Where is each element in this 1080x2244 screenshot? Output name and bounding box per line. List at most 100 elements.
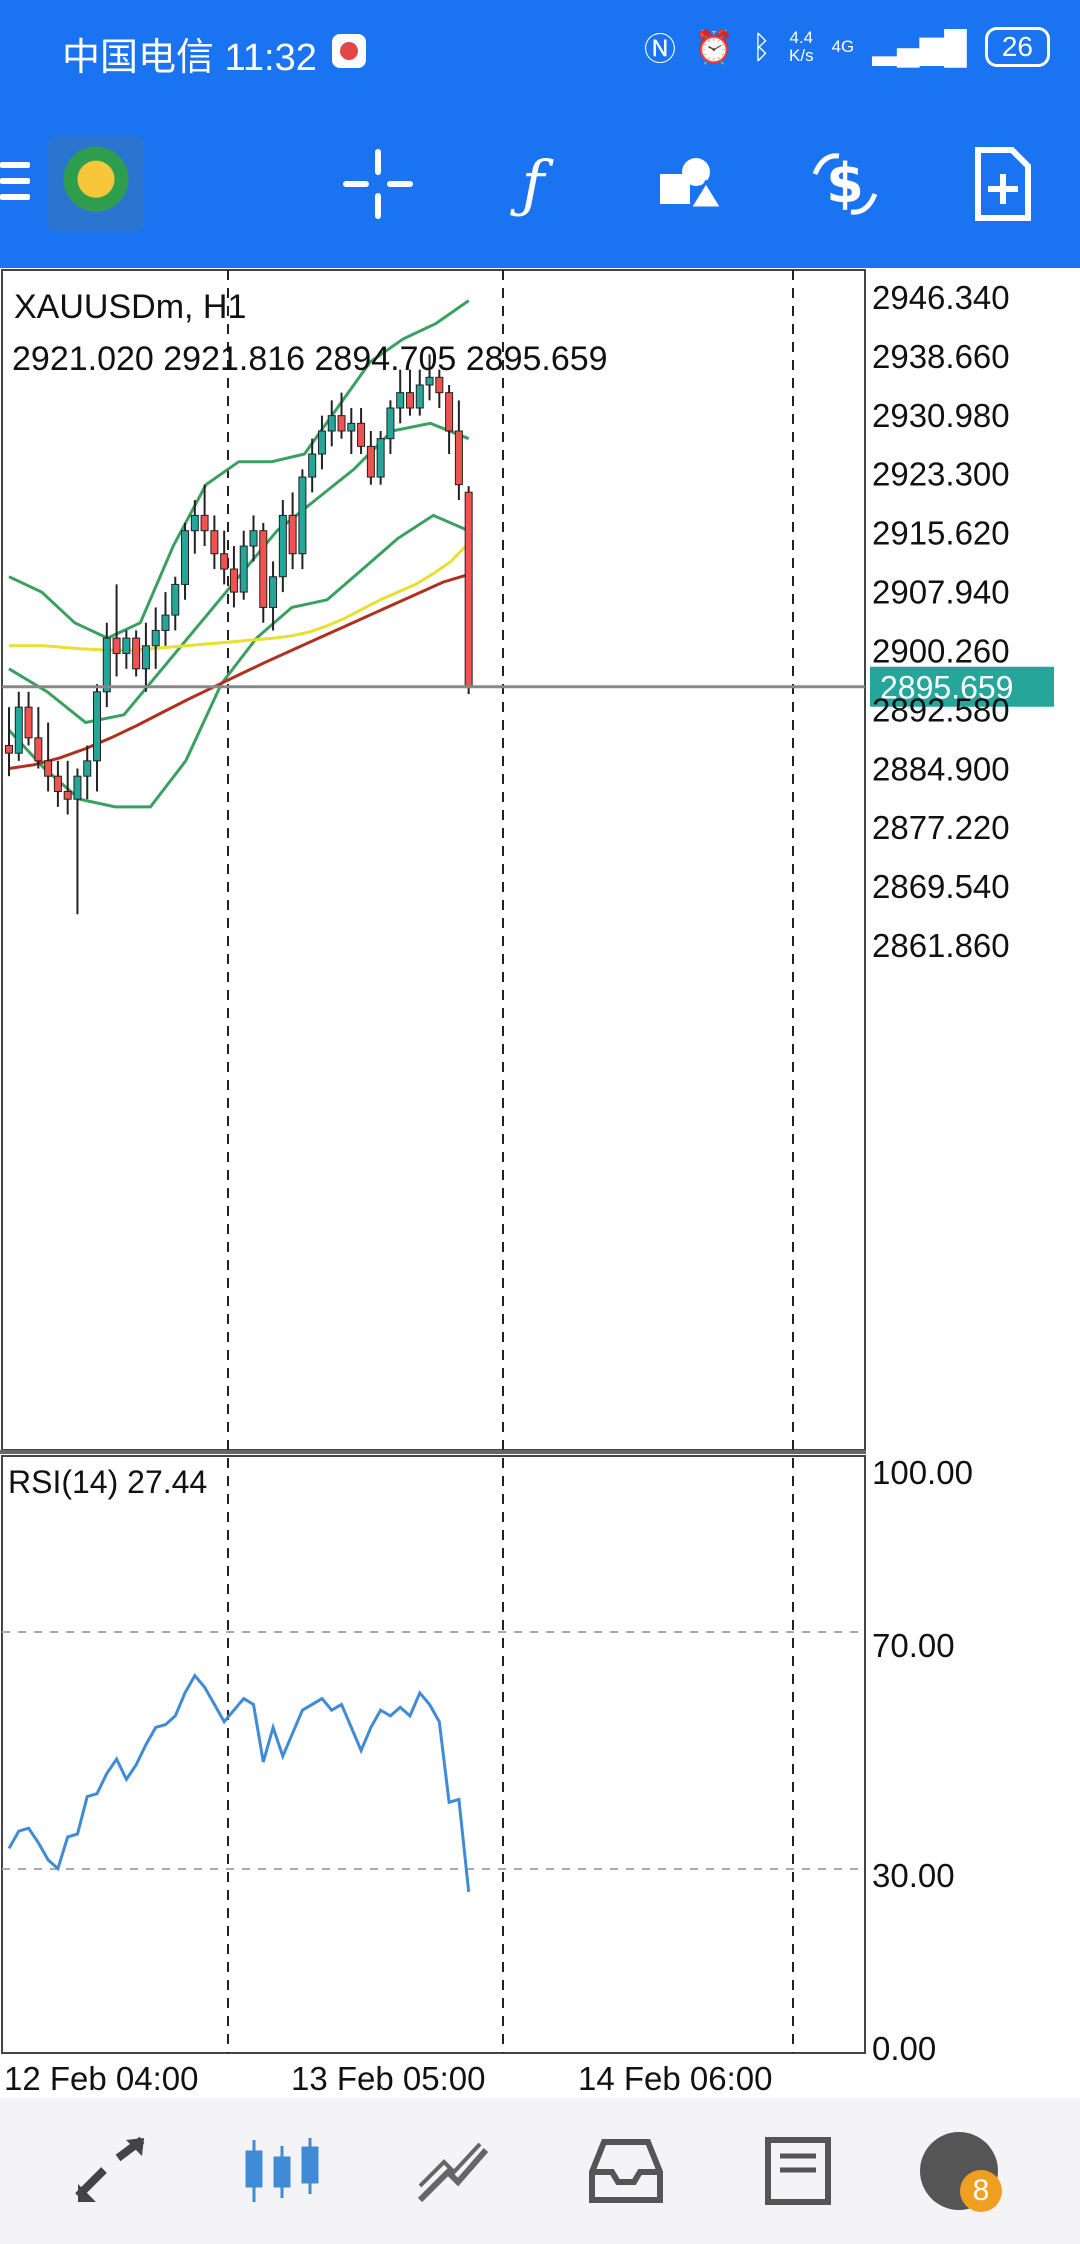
network-speed: 4.4 K/s (789, 29, 814, 65)
speed-value: 4.4 (789, 28, 814, 47)
function-icon[interactable]: ƒ (521, 147, 545, 220)
candle (210, 515, 219, 570)
candle (308, 438, 317, 493)
bollinger-upper-line (8, 299, 470, 640)
candle (229, 546, 238, 608)
rsi-line-group (7, 1672, 471, 1893)
history-tab-icon[interactable] (586, 2136, 666, 2206)
candle (200, 484, 209, 547)
menu-icon[interactable] (0, 162, 30, 210)
bollinger-lower-line (7, 513, 470, 809)
candle (269, 561, 278, 631)
rsi-axis-label: 30.00 (872, 1857, 955, 1894)
candle (425, 354, 434, 401)
candle (93, 684, 102, 792)
candle (435, 369, 444, 408)
candle (161, 592, 170, 646)
quotes-tab-icon[interactable] (70, 2136, 150, 2206)
candle (14, 691, 23, 761)
rsi-panel-frame (1, 1455, 866, 2054)
status-bar: 中国电信 11:32 Ⓝ ⏰ ᛒ 4.4 K/s 4G ▂▄▆█ 26 (0, 0, 1080, 100)
time-axis-label: 14 Feb 06:00 (578, 2060, 773, 2097)
price-axis-label: 2884.900 (872, 750, 1010, 787)
candle (337, 392, 346, 439)
objects-icon[interactable] (648, 144, 728, 224)
candle (83, 745, 92, 800)
ohlc-label: 2921.020 2921.816 2894.705 2895.659 (12, 340, 608, 378)
app-notification-icon (332, 34, 366, 68)
candle (249, 515, 258, 562)
app-toolbar: ƒ $ (0, 100, 1080, 268)
price-chart-svg[interactable]: 2895.659 XAUUSDm, H1 2921.020 2921.816 2… (0, 268, 1080, 2098)
candle (190, 500, 199, 554)
carrier-time: 中国电信 11:32 (62, 37, 317, 79)
rsi-axis: 100.00 70.00 30.00 0.00 (872, 1454, 973, 2067)
candle (220, 530, 229, 585)
candle (181, 523, 190, 600)
candle (53, 760, 62, 807)
price-axis-label: 2877.220 (872, 809, 1010, 846)
candle (396, 369, 405, 424)
trade-tab-icon[interactable] (414, 2136, 494, 2206)
rsi-axis-label: 100.00 (872, 1454, 973, 1491)
candle (239, 530, 248, 600)
candle (132, 630, 141, 677)
price-axis-label: 2892.580 (872, 691, 1010, 728)
moving-average-slow (8, 572, 470, 770)
price-axis-label: 2946.340 (872, 279, 1010, 316)
candle (454, 400, 463, 501)
candlesticks (5, 354, 473, 915)
bollinger-mid-line (8, 421, 470, 725)
time-axis: 12 Feb 04:00 13 Feb 05:00 14 Feb 06:00 (4, 2060, 773, 2097)
candle (278, 500, 287, 593)
signal-icon: ▂▄▆█ (872, 29, 967, 65)
rsi-level-lines (2, 1631, 865, 1870)
price-axis-label: 2861.860 (872, 927, 1010, 964)
chart-symbol-label: XAUUSDm, H1 (14, 288, 246, 326)
candle (141, 622, 150, 692)
candle (5, 707, 13, 777)
candle (34, 707, 43, 769)
price-axis: 2946.340 2938.660 2930.980 2923.300 2915.620… (872, 279, 1010, 964)
candle (73, 768, 82, 915)
new-document-icon[interactable] (962, 144, 1042, 224)
chart-area[interactable]: 2895.659 XAUUSDm, H1 2921.020 2921.816 2… (0, 268, 1080, 2098)
current-price-label: 2895.659 (880, 670, 1013, 706)
battery-indicator: 26 (984, 27, 1050, 67)
price-axis-label: 2915.620 (872, 515, 1010, 552)
time-axis-label: 12 Feb 04:00 (4, 2060, 199, 2097)
price-axis-label: 2923.300 (872, 456, 1010, 493)
current-price-tag (870, 666, 1054, 707)
time-axis-label: 13 Feb 05:00 (291, 2060, 486, 2097)
speed-unit: K/s (789, 46, 814, 65)
status-icons: Ⓝ ⏰ ᛒ 4.4 K/s 4G ▂▄▆█ 26 (644, 24, 1050, 70)
candle (259, 523, 268, 623)
candle (405, 369, 414, 416)
candle (376, 431, 385, 485)
chart-tab-icon[interactable] (242, 2136, 322, 2206)
news-tab-icon[interactable] (758, 2136, 838, 2206)
candle (357, 407, 366, 455)
price-axis-label: 2938.660 (872, 338, 1010, 375)
price-axis-label: 2930.980 (872, 397, 1010, 434)
candle (445, 384, 454, 455)
period-separators (227, 270, 794, 2053)
candle (288, 492, 297, 570)
network-type: 4G (831, 37, 855, 56)
watermark-badge: 8 (960, 2170, 1002, 2212)
rsi-axis-label: 0.00 (872, 2030, 936, 2067)
alarm-icon: ⏰ (693, 29, 734, 65)
candle (327, 400, 336, 447)
moving-averages (8, 541, 470, 770)
crosshair-icon[interactable] (338, 144, 418, 224)
rsi-label: RSI(14) 27.44 (8, 1464, 207, 1500)
candle (347, 407, 356, 455)
app-logo[interactable] (48, 136, 144, 232)
bluetooth-icon: ᛒ (751, 28, 772, 65)
candle (102, 622, 111, 708)
trade-icon[interactable]: $ (805, 144, 885, 224)
rsi-line (7, 1672, 471, 1893)
candle (44, 722, 53, 792)
candle (151, 607, 160, 669)
candle (122, 630, 131, 669)
